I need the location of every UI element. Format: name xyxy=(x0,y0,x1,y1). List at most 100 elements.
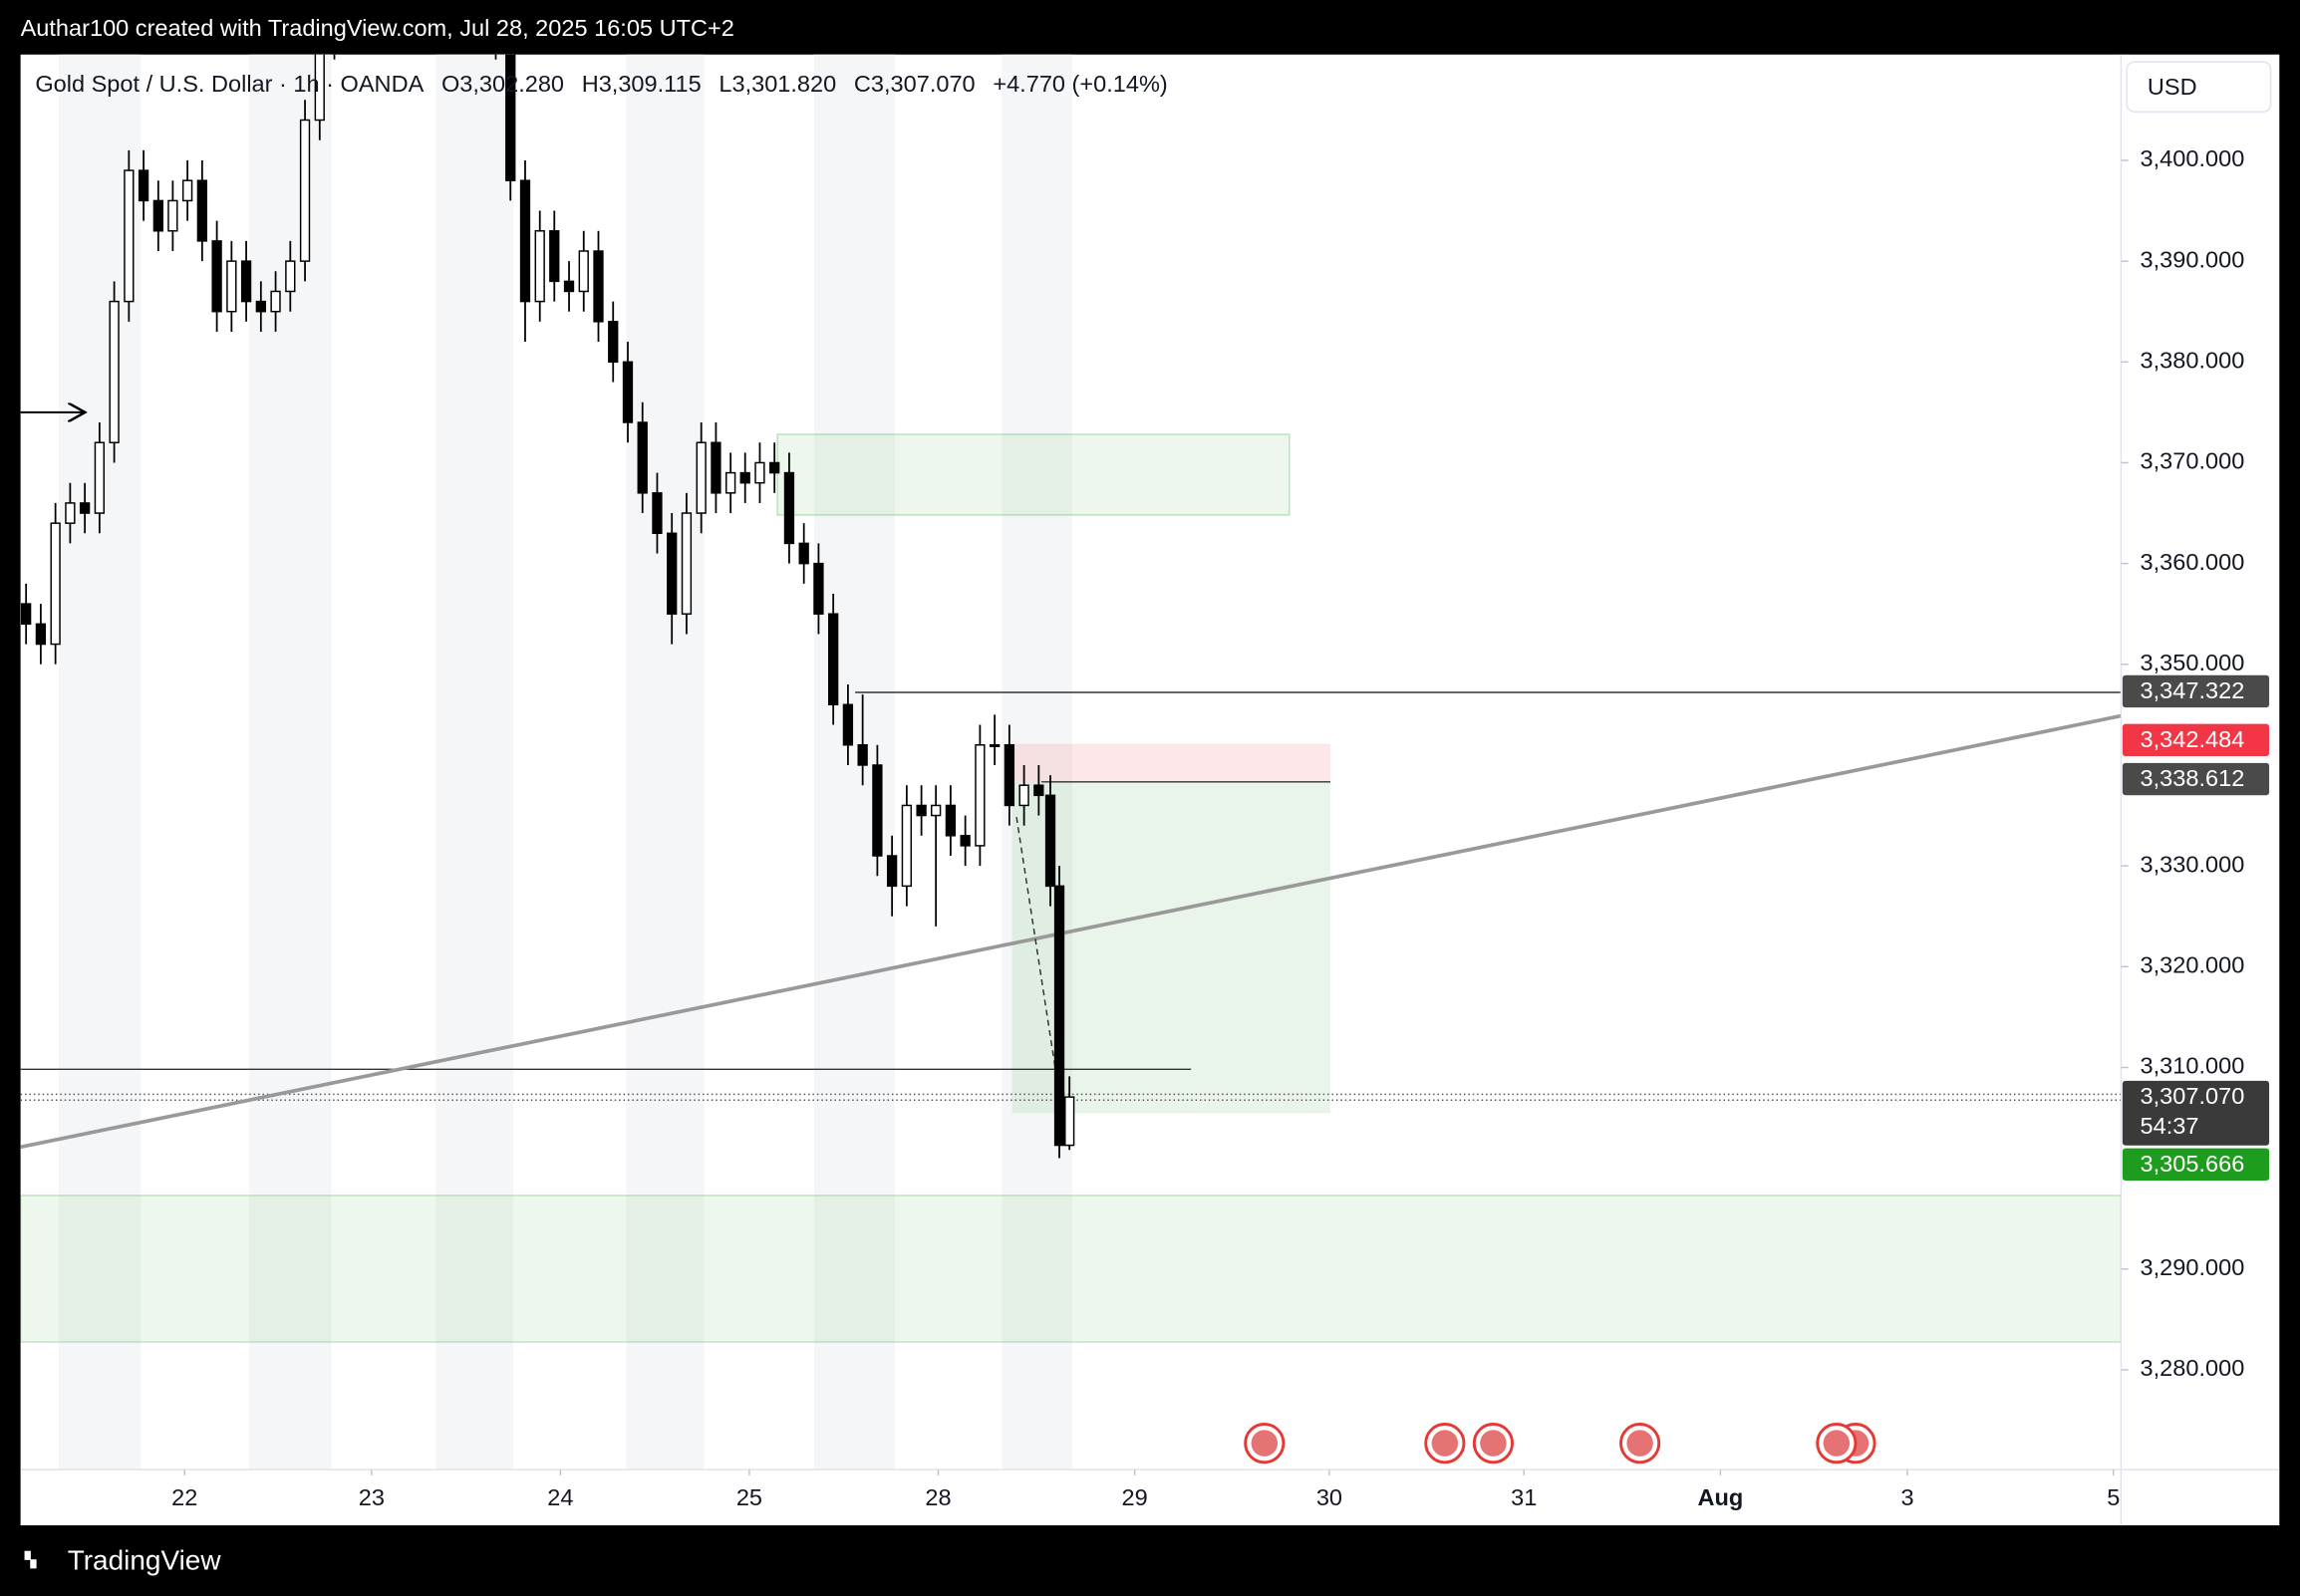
candle-body xyxy=(1018,784,1029,807)
legend-text: Gold Spot / U.S. Dollar · 1h · OANDA xyxy=(35,71,424,97)
candle-body xyxy=(813,562,824,615)
candle-body xyxy=(50,522,61,646)
candle-body xyxy=(989,744,1001,747)
candle-body xyxy=(593,250,604,323)
candle-body xyxy=(35,623,47,646)
candle-body xyxy=(652,492,663,535)
frame-edge xyxy=(2279,54,2300,1526)
legend: Gold Spot / U.S. Dollar · 1h · OANDA O3,3… xyxy=(35,71,1167,97)
candle-body xyxy=(94,441,106,514)
y-tick-label: 3,400.000 xyxy=(2141,145,2245,171)
candle-body xyxy=(505,54,516,181)
y-tick-label: 3,290.000 xyxy=(2141,1254,2245,1280)
currency-button[interactable] xyxy=(2126,61,2272,113)
x-tick-label: 31 xyxy=(1511,1484,1537,1510)
candle-body xyxy=(109,300,120,443)
price-tag-label: 3,307.070 xyxy=(2141,1083,2245,1109)
x-tick-label: 22 xyxy=(171,1484,197,1510)
candle-body xyxy=(725,471,736,494)
candles xyxy=(21,54,1075,1159)
logo: ▚ xyxy=(24,1549,37,1569)
candle-body xyxy=(240,260,252,303)
candle-body xyxy=(696,441,707,514)
candle-body xyxy=(226,260,237,313)
candle-body xyxy=(637,421,648,494)
candle-body xyxy=(152,199,163,232)
brand: TradingView xyxy=(68,1544,222,1575)
candle-body xyxy=(549,230,560,283)
chart-area xyxy=(20,54,2280,1526)
x-tick-label: 30 xyxy=(1316,1484,1342,1510)
candle-body xyxy=(285,260,296,293)
y-tick-label: 3,380.000 xyxy=(2141,348,2245,374)
candle-body xyxy=(681,512,693,615)
candle-body xyxy=(124,169,135,303)
candle-body xyxy=(901,804,913,888)
legend-text: C3,307.070 xyxy=(854,71,976,97)
x-tick-label: 24 xyxy=(547,1484,573,1510)
candle-body xyxy=(1033,784,1044,797)
legend-text: O3,302.280 xyxy=(441,71,564,97)
price-tags: 3,347.322 3,342.484 3,338.612 3,307.070 54:3… xyxy=(2122,674,2270,1182)
events xyxy=(1244,1423,1876,1464)
price-tag-label: 3,347.322 xyxy=(2141,677,2245,703)
candle-body xyxy=(798,542,809,565)
legend-text: H3,309.115 xyxy=(582,71,702,97)
candle-body xyxy=(79,502,91,514)
candle-body xyxy=(138,169,149,202)
candle-body xyxy=(270,290,281,313)
y-tick-label: 3,330.000 xyxy=(2141,851,2245,877)
candle-body xyxy=(945,804,957,837)
x-tick-label: 23 xyxy=(359,1484,385,1510)
candle-body xyxy=(754,461,765,484)
candle-body xyxy=(167,199,178,232)
price-tag xyxy=(2122,723,2270,757)
price-tag xyxy=(2122,1080,2270,1146)
candle-body xyxy=(842,703,854,746)
price-tag xyxy=(2122,1148,2270,1182)
legend-text: +4.770 (+0.14%) xyxy=(993,71,1167,97)
drawings xyxy=(20,412,2122,1343)
candle-body xyxy=(1064,1096,1075,1147)
candle-body xyxy=(711,441,721,494)
currency[interactable]: USD xyxy=(2148,74,2197,100)
y-tick-label: 3,390.000 xyxy=(2141,246,2245,272)
candle-body xyxy=(608,321,619,364)
candle-body xyxy=(181,179,193,202)
candle-body xyxy=(299,119,311,262)
candle-body xyxy=(196,179,208,242)
price-tag-label: 3,305.666 xyxy=(2141,1151,2245,1177)
price-tag xyxy=(2122,674,2270,708)
candle-body xyxy=(769,461,780,474)
x-tick-label: 5 xyxy=(2107,1484,2120,1510)
x-tick-label: 29 xyxy=(1122,1484,1148,1510)
candle-body xyxy=(211,240,222,313)
candle-body xyxy=(1044,794,1056,888)
candle-body xyxy=(1004,744,1015,807)
y-tick-label: 3,310.000 xyxy=(2141,1053,2245,1079)
candle-body xyxy=(314,54,325,122)
candle-body xyxy=(783,471,795,545)
y-tick-label: 3,360.000 xyxy=(2141,549,2245,575)
axes: 3,280.000 3,290.000 3,310.000 3,320.000 3,33… xyxy=(171,145,2244,1510)
legend-text: L3,301.820 xyxy=(719,71,836,97)
y-tick-label: 3,350.000 xyxy=(2141,650,2245,675)
y-tick-label: 3,370.000 xyxy=(2141,448,2245,474)
attribution: Authar100 created with TradingView.com, … xyxy=(21,15,734,41)
candle-body xyxy=(667,532,678,615)
x-tick-label: Aug xyxy=(1697,1484,1743,1510)
candle-body xyxy=(65,502,76,524)
candle-body xyxy=(739,471,750,484)
candle-body xyxy=(1053,885,1065,1147)
candle-body xyxy=(578,250,589,293)
candle-body xyxy=(872,764,883,857)
candle-body xyxy=(21,603,32,626)
candle-body xyxy=(916,804,927,817)
x-tick-label: 3 xyxy=(1900,1484,1913,1510)
y-tick-label: 3,280.000 xyxy=(2141,1355,2245,1381)
candle-body xyxy=(960,835,971,847)
candle-body xyxy=(519,179,531,303)
candle-body xyxy=(886,855,898,888)
x-tick-label: 28 xyxy=(925,1484,951,1510)
